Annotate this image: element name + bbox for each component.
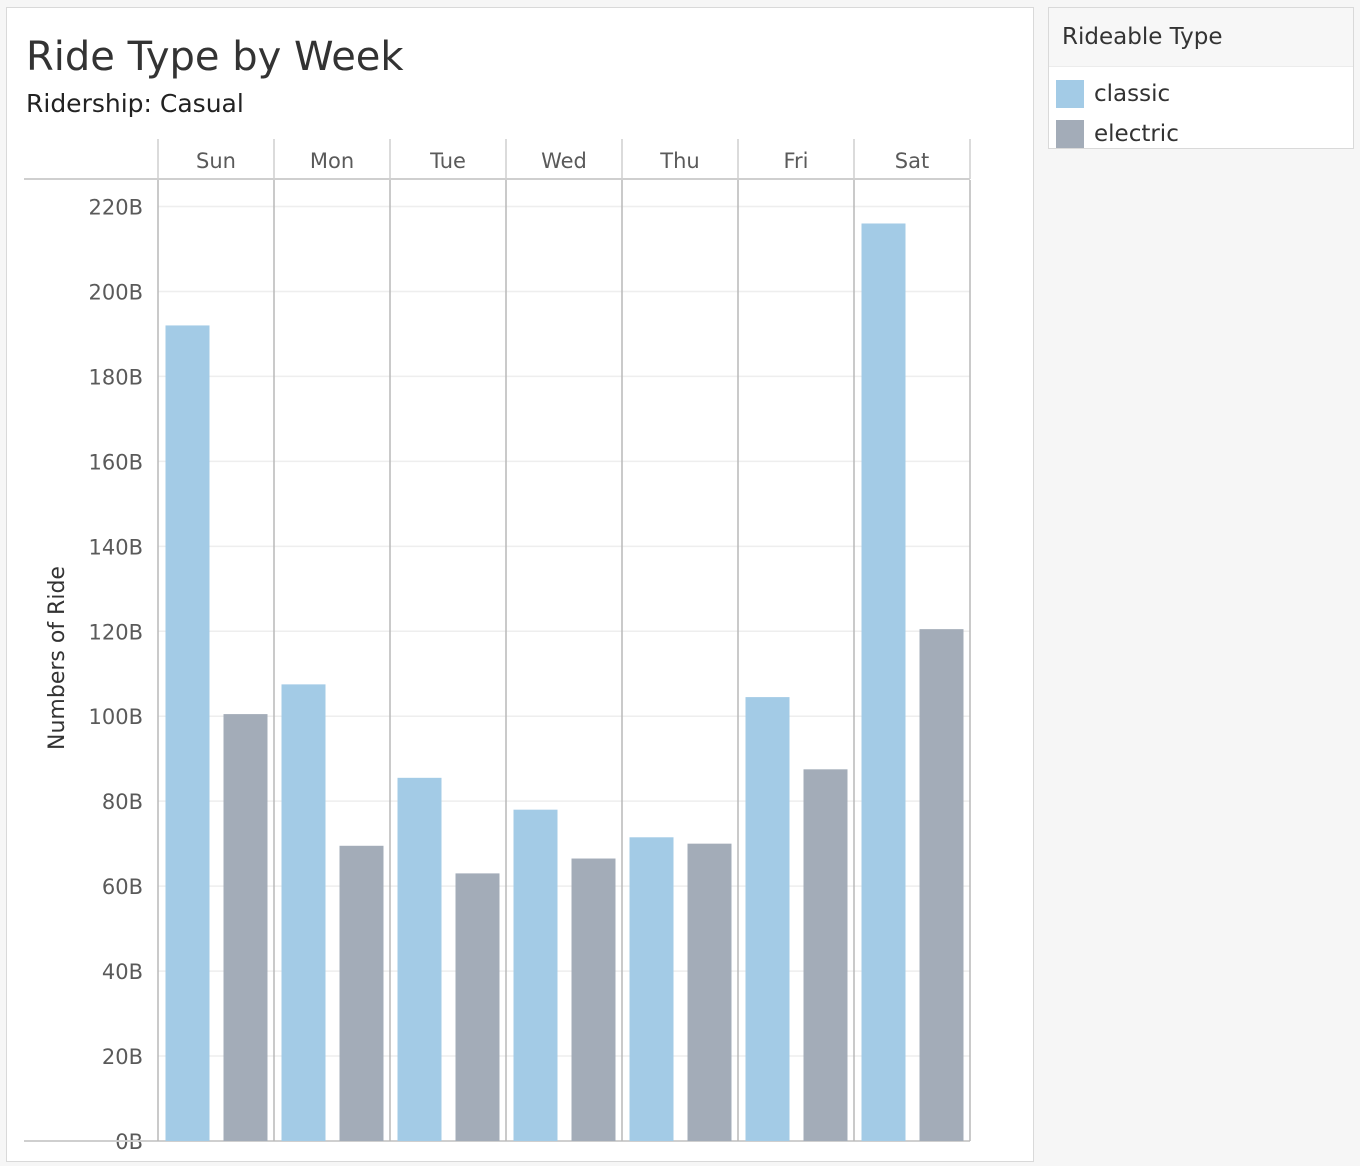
day-label-tue: Tue bbox=[429, 149, 466, 173]
legend: Rideable Type classic electric bbox=[1048, 7, 1354, 149]
y-tick-label: 200B bbox=[89, 280, 144, 304]
y-tick-label: 140B bbox=[89, 535, 144, 559]
day-label-mon: Mon bbox=[310, 149, 354, 173]
legend-swatch-electric bbox=[1056, 120, 1084, 148]
bar-classic-tue bbox=[397, 777, 442, 1141]
y-tick-label: 40B bbox=[102, 960, 143, 984]
y-tick-label: 100B bbox=[89, 705, 144, 729]
bar-electric-tue bbox=[455, 873, 500, 1141]
bar-classic-wed bbox=[513, 809, 558, 1141]
y-tick-label: 120B bbox=[89, 620, 144, 644]
bar-electric-sun bbox=[223, 714, 268, 1141]
day-label-thu: Thu bbox=[659, 149, 699, 173]
legend-swatch-classic bbox=[1056, 80, 1084, 108]
bar-electric-fri bbox=[803, 769, 848, 1141]
y-tick-label: 80B bbox=[102, 790, 143, 814]
bar-electric-thu bbox=[687, 843, 732, 1141]
day-label-fri: Fri bbox=[783, 149, 808, 173]
bar-chart: 0B20B40B60B80B100B120B140B160B180B200B22… bbox=[24, 139, 971, 1154]
day-label-sun: Sun bbox=[196, 149, 236, 173]
legend-label-electric: electric bbox=[1094, 121, 1179, 147]
bar-electric-mon bbox=[339, 845, 384, 1141]
y-tick-label: 160B bbox=[89, 450, 144, 474]
y-tick-label: 180B bbox=[89, 365, 144, 389]
bar-classic-mon bbox=[281, 684, 326, 1141]
legend-item-classic[interactable]: classic bbox=[1056, 79, 1170, 109]
legend-item-electric[interactable]: electric bbox=[1056, 119, 1179, 149]
y-tick-label: 220B bbox=[89, 196, 144, 220]
day-label-sat: Sat bbox=[895, 149, 929, 173]
legend-title: Rideable Type bbox=[1049, 8, 1353, 67]
y-tick-label: 20B bbox=[102, 1045, 143, 1069]
day-label-wed: Wed bbox=[541, 149, 587, 173]
bar-classic-sun bbox=[165, 325, 210, 1141]
bar-classic-thu bbox=[629, 837, 674, 1141]
bar-electric-sat bbox=[919, 629, 964, 1141]
bar-classic-fri bbox=[745, 697, 790, 1141]
bar-classic-sat bbox=[861, 223, 906, 1141]
bar-electric-wed bbox=[571, 858, 616, 1141]
chart-subtitle: Ridership: Casual bbox=[26, 89, 244, 118]
chart-title: Ride Type by Week bbox=[26, 34, 404, 80]
y-axis-title: Numbers of Ride bbox=[45, 566, 70, 750]
y-tick-label: 60B bbox=[102, 875, 143, 899]
legend-label-classic: classic bbox=[1094, 81, 1171, 107]
